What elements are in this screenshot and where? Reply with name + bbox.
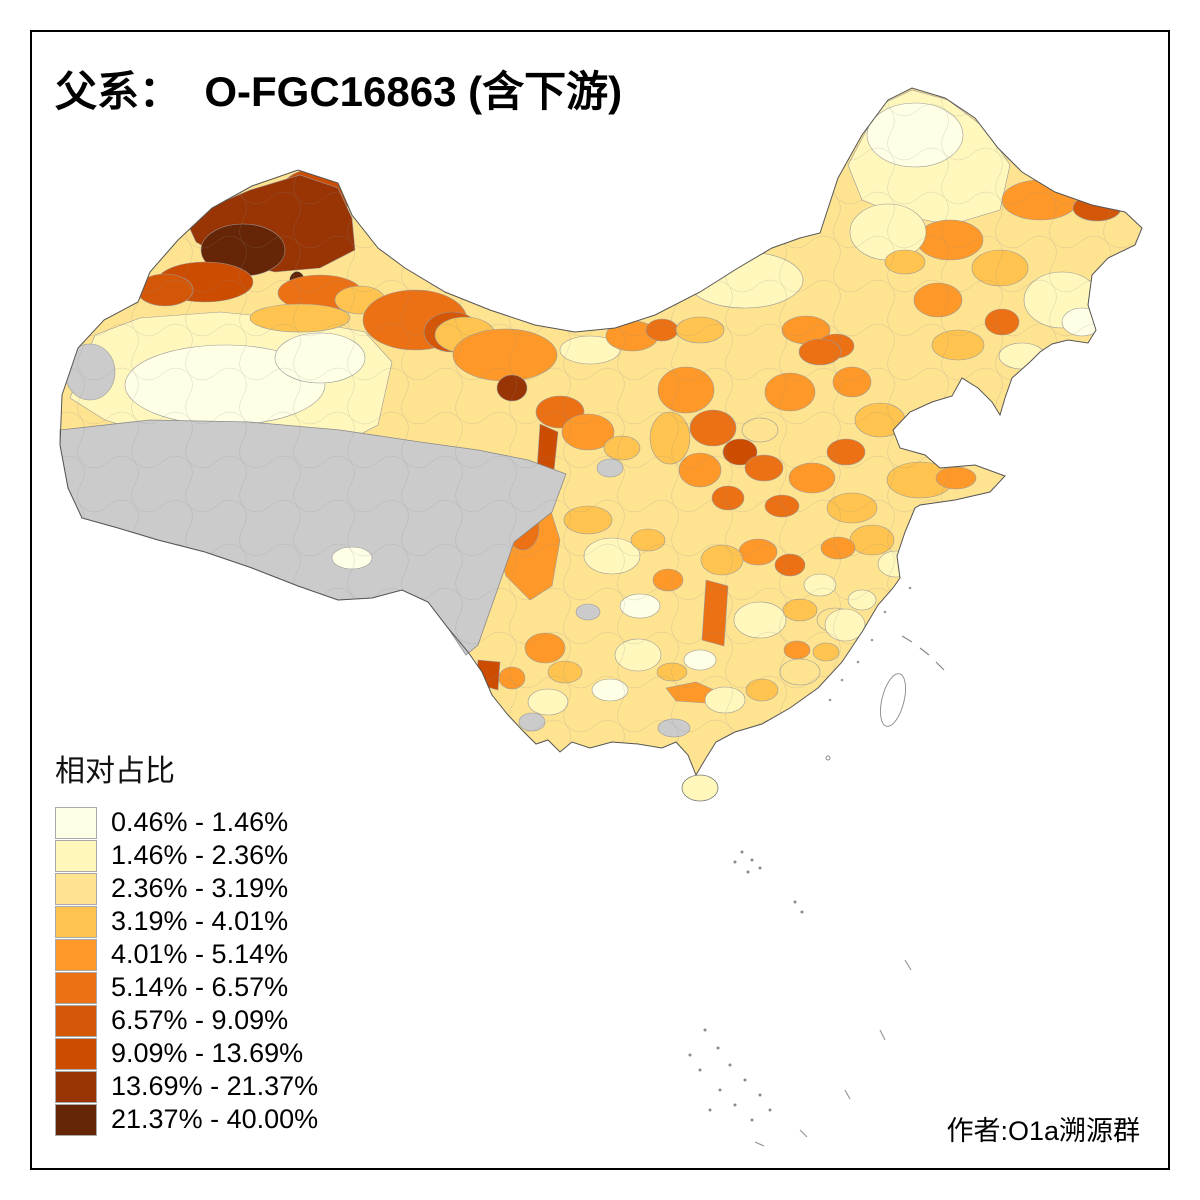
prefecture-boundaries-mesh	[60, 88, 1142, 775]
legend-swatch	[55, 938, 97, 971]
legend-swatch	[55, 971, 97, 1004]
legend-item: 2.36% - 3.19%	[55, 872, 318, 905]
legend-item: 13.69% - 21.37%	[55, 1070, 318, 1103]
coastal-islets	[828, 586, 912, 702]
attribution: 作者:O1a溯源群	[946, 1116, 1140, 1146]
legend-label: 5.14% - 6.57%	[111, 972, 289, 1002]
legend-items: 0.46% - 1.46% 1.46% - 2.36% 2.36% - 3.19% 3…	[55, 806, 318, 1136]
legend-item: 3.19% - 4.01%	[55, 905, 318, 938]
page-title: 父系： O-FGC16863 (含下游)	[55, 68, 623, 115]
legend-swatch	[55, 839, 97, 872]
legend-item: 1.46% - 2.36%	[55, 839, 318, 872]
legend-swatch	[55, 905, 97, 938]
legend-swatch	[55, 1004, 97, 1037]
legend-swatch	[55, 1103, 97, 1136]
legend-swatch	[55, 1037, 97, 1070]
taiwan-island	[880, 673, 906, 727]
legend-label: 6.57% - 9.09%	[111, 1005, 289, 1035]
legend-swatch	[55, 806, 97, 839]
legend-label: 0.46% - 1.46%	[111, 807, 289, 837]
legend-label: 13.69% - 21.37%	[111, 1071, 319, 1101]
legend-swatch	[55, 872, 97, 905]
legend-label: 1.46% - 2.36%	[111, 840, 289, 870]
legend-label: 2.36% - 3.19%	[111, 873, 289, 903]
legend-item: 6.57% - 9.09%	[55, 1004, 318, 1037]
legend: 相对占比 0.46% - 1.46% 1.46% - 2.36% 2.36% - 3…	[55, 746, 318, 1136]
legend-label: 3.19% - 4.01%	[111, 906, 289, 936]
legend-label: 4.01% - 5.14%	[111, 939, 289, 969]
ryukyu-island-chain	[901, 635, 945, 671]
legend-item: 9.09% - 13.69%	[55, 1037, 318, 1070]
legend-label: 9.09% - 13.69%	[111, 1038, 304, 1068]
legend-label: 21.37% - 40.00%	[111, 1104, 319, 1134]
south-china-sea-islands	[688, 755, 912, 1147]
legend-item: 4.01% - 5.14%	[55, 938, 318, 971]
national-border-outline	[59, 87, 1143, 777]
legend-title: 相对占比	[55, 755, 175, 788]
legend-swatch	[55, 1070, 97, 1103]
hainan-island	[681, 774, 719, 802]
map-frame-border	[30, 30, 1170, 1170]
legend-item: 5.14% - 6.57%	[55, 971, 318, 1004]
legend-item: 0.46% - 1.46%	[55, 806, 318, 839]
legend-item: 21.37% - 40.00%	[55, 1103, 318, 1136]
